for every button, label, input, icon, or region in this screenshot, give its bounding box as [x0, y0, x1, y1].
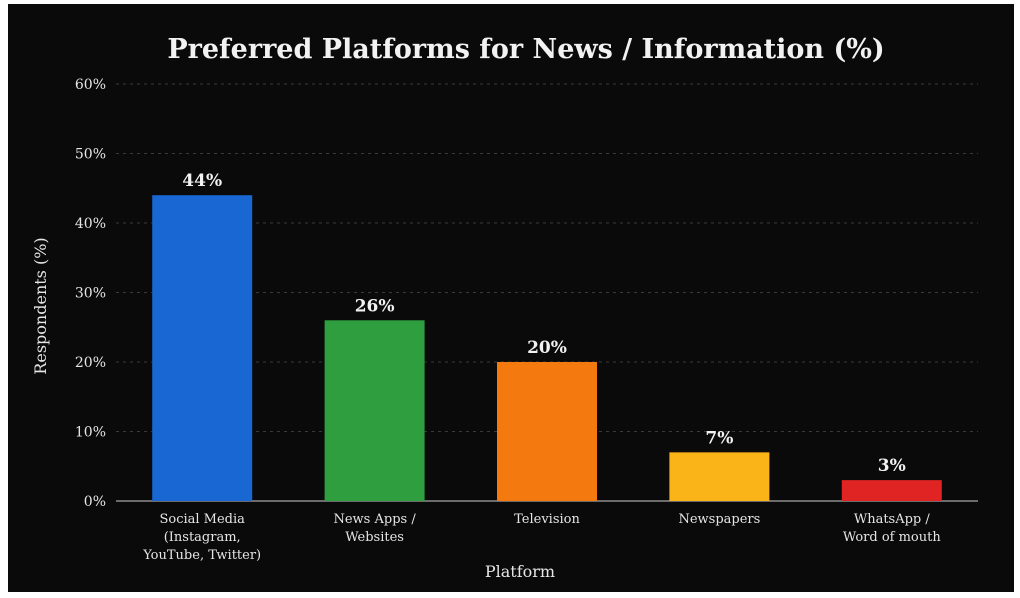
bar	[497, 362, 597, 501]
y-axis-title: Respondents (%)	[31, 237, 50, 374]
y-tick-label: 20%	[75, 355, 106, 371]
y-tick-label: 50%	[75, 147, 106, 163]
x-category-label: WhatsApp / Word of mouth	[843, 512, 941, 545]
y-tick-label: 0%	[84, 494, 106, 510]
x-category-label: Television	[514, 512, 580, 527]
bar-value-label: 20%	[527, 338, 567, 358]
chart-title: Preferred Platforms for News / Informati…	[167, 34, 884, 65]
y-axis-ticks: 0% 10% 20% 30% 40% 50% 60%	[75, 77, 106, 510]
y-tick-label: 10%	[75, 425, 106, 441]
bar	[841, 480, 942, 501]
bar	[152, 195, 253, 501]
bar	[324, 320, 425, 501]
x-category-label: Newspapers	[678, 512, 760, 527]
y-tick-label: 40%	[75, 216, 106, 232]
bar-value-label: 3%	[878, 456, 906, 476]
bar-value-label: 7%	[705, 428, 733, 448]
data-labels: 44% 26% 20% 7% 3%	[182, 171, 905, 476]
x-category-label: Social Media (Instagram, YouTube, Twitter)	[142, 512, 261, 563]
y-tick-label: 60%	[75, 77, 106, 93]
bar-value-label: 44%	[182, 171, 222, 191]
chart-frame: Preferred Platforms for News / Informati…	[8, 4, 1014, 592]
y-tick-label: 30%	[75, 286, 106, 302]
x-category-label: News Apps / Websites	[333, 512, 416, 545]
bar	[669, 452, 770, 501]
bar-value-label: 26%	[355, 296, 395, 316]
x-axis-categories: Social Media (Instagram, YouTube, Twitter)…	[142, 512, 941, 563]
bar-chart: Preferred Platforms for News / Informati…	[31, 34, 978, 581]
x-axis-title: Platform	[485, 562, 555, 581]
bars	[152, 195, 942, 501]
